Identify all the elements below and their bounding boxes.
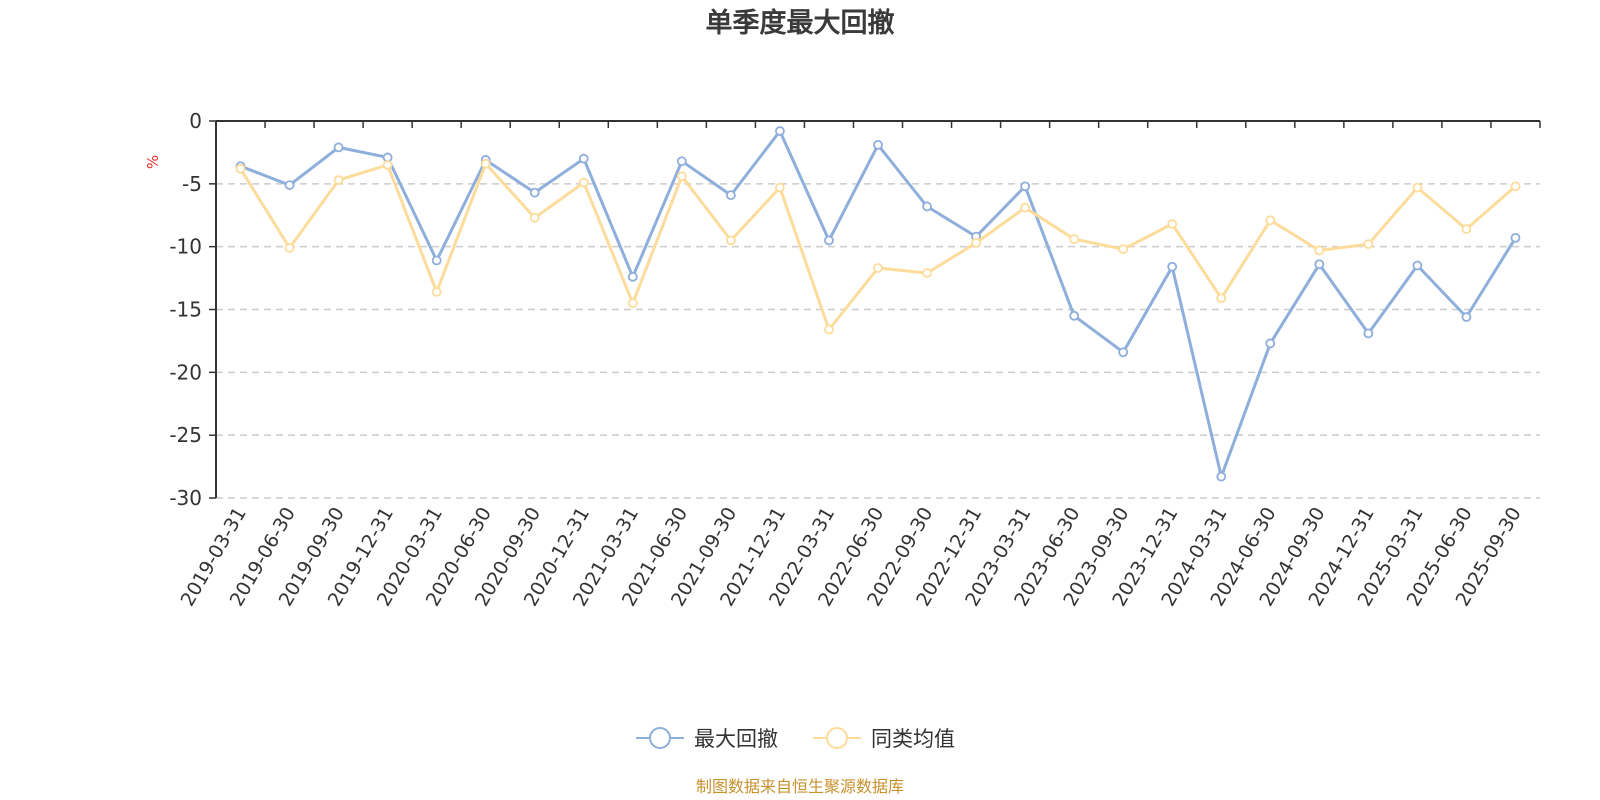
data-point[interactable] xyxy=(1314,245,1325,256)
series-1 xyxy=(235,126,1521,482)
data-point[interactable] xyxy=(676,156,687,167)
data-point[interactable] xyxy=(284,243,295,253)
data-point[interactable] xyxy=(529,187,540,198)
data-point[interactable] xyxy=(1412,182,1423,193)
legend-label: 同类均值 xyxy=(871,727,955,751)
data-point[interactable] xyxy=(922,201,932,212)
data-point[interactable] xyxy=(1363,239,1374,250)
y-tick-label: -25 xyxy=(169,423,202,447)
y-tick-label: 0 xyxy=(189,109,202,133)
y-tick-label: -30 xyxy=(169,486,202,510)
y-tick-label: -5 xyxy=(182,172,202,196)
data-point[interactable] xyxy=(333,142,344,153)
data-point[interactable] xyxy=(1510,181,1521,192)
legend[interactable]: 最大回撤 同类均值 xyxy=(636,727,955,751)
data-point[interactable] xyxy=(1118,244,1129,255)
data-point[interactable] xyxy=(1216,471,1227,482)
legend-item-1[interactable]: 最大回撤 xyxy=(636,727,778,751)
data-point[interactable] xyxy=(1461,312,1472,322)
data-point[interactable] xyxy=(725,235,736,246)
data-point[interactable] xyxy=(382,160,393,170)
data-point[interactable] xyxy=(971,237,981,248)
data-point[interactable] xyxy=(775,182,785,193)
y-tick-label: -15 xyxy=(169,298,202,322)
data-point[interactable] xyxy=(529,212,540,223)
data-point[interactable] xyxy=(824,324,834,335)
y-axis-unit-label: % xyxy=(144,155,162,169)
chart-title: 单季度最大回撤 xyxy=(706,7,895,39)
data-point[interactable] xyxy=(431,287,442,297)
data-point[interactable] xyxy=(480,158,491,169)
y-tick-label: -10 xyxy=(169,235,202,259)
data-point[interactable] xyxy=(333,175,344,185)
data-point[interactable] xyxy=(1216,293,1227,304)
data-point[interactable] xyxy=(824,235,834,246)
data-point[interactable] xyxy=(676,171,687,182)
data-point[interactable] xyxy=(873,263,883,273)
data-point[interactable] xyxy=(1265,338,1276,349)
data-point[interactable] xyxy=(578,153,589,164)
data-point[interactable] xyxy=(1314,259,1325,270)
legend-marker xyxy=(649,727,671,749)
data-point[interactable] xyxy=(1510,232,1521,243)
data-point[interactable] xyxy=(1167,261,1178,272)
series-line xyxy=(239,129,1517,479)
legend-marker xyxy=(826,727,848,749)
data-point[interactable] xyxy=(235,163,246,174)
data-point[interactable] xyxy=(627,298,638,309)
data-point[interactable] xyxy=(1069,310,1080,321)
grid-lines xyxy=(216,183,1540,499)
data-point[interactable] xyxy=(284,180,295,190)
data-point[interactable] xyxy=(1167,219,1178,229)
data-point[interactable] xyxy=(1265,215,1276,226)
data-point[interactable] xyxy=(873,139,883,150)
data-point[interactable] xyxy=(431,255,442,266)
data-point[interactable] xyxy=(1412,260,1423,271)
series-2 xyxy=(235,158,1521,335)
data-point[interactable] xyxy=(1461,224,1472,234)
data-source-note: 制图数据来自恒生聚源数据库 xyxy=(696,777,904,796)
legend-item-2[interactable]: 同类均值 xyxy=(813,727,955,751)
data-point[interactable] xyxy=(922,268,932,278)
data-point[interactable] xyxy=(1020,202,1031,213)
data-point[interactable] xyxy=(1118,347,1129,358)
legend-label: 最大回撤 xyxy=(694,727,778,751)
data-point[interactable] xyxy=(1020,181,1031,192)
data-point[interactable] xyxy=(1363,328,1374,339)
data-point[interactable] xyxy=(1069,234,1080,245)
y-tick-label: -20 xyxy=(169,360,202,384)
data-point[interactable] xyxy=(578,177,589,188)
series-lines xyxy=(235,126,1521,482)
data-point[interactable] xyxy=(627,271,638,282)
data-point[interactable] xyxy=(775,126,785,136)
data-point[interactable] xyxy=(725,190,736,201)
